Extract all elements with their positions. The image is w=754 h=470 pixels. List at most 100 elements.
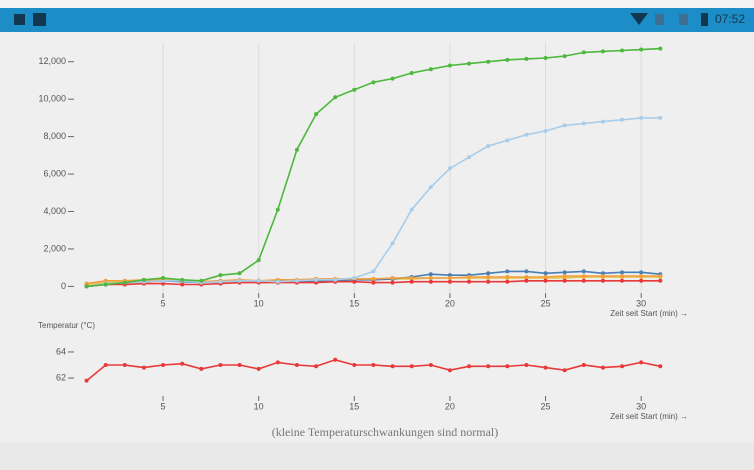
data-point — [658, 278, 663, 283]
data-point — [294, 278, 299, 283]
data-point — [352, 363, 357, 367]
data-point — [600, 365, 605, 370]
data-point — [352, 279, 357, 284]
data-point — [447, 273, 452, 278]
data-point — [562, 54, 567, 59]
data-point — [620, 278, 625, 283]
y-tick-label: 62 — [56, 372, 66, 382]
data-point — [486, 279, 491, 284]
data-point — [505, 57, 510, 62]
y-tick-label: 2,000 — [43, 243, 66, 253]
data-point — [543, 128, 548, 133]
data-point — [620, 48, 625, 53]
y-tick-label: 8,000 — [43, 131, 66, 141]
data-point — [218, 279, 223, 284]
data-point — [447, 368, 452, 373]
data-point — [524, 275, 529, 280]
data-point — [639, 360, 644, 365]
data-point — [658, 274, 663, 279]
data-point — [333, 277, 338, 282]
data-point — [428, 275, 433, 280]
data-point — [371, 276, 376, 281]
data-point — [390, 280, 395, 285]
data-point — [581, 274, 586, 279]
data-point — [524, 56, 529, 61]
x-tick-label: 30 — [636, 401, 646, 411]
data-point — [543, 55, 548, 60]
data-point — [600, 274, 605, 279]
x-tick-label: 25 — [541, 298, 551, 308]
x-tick-label: 25 — [541, 401, 551, 411]
data-point — [199, 366, 204, 371]
data-point — [600, 271, 605, 276]
data-point — [486, 271, 491, 276]
data-point — [294, 147, 299, 152]
data-point — [447, 166, 452, 171]
data-point — [409, 70, 414, 75]
data-point — [658, 364, 663, 369]
data-point — [428, 67, 433, 72]
data-point — [237, 363, 242, 367]
data-point — [428, 279, 433, 284]
data-point — [333, 357, 338, 362]
bezel — [0, 0, 754, 8]
x-tick-label: 5 — [161, 401, 166, 411]
status-time: 07:52 — [715, 12, 745, 26]
data-point — [447, 275, 452, 280]
x-tick-label: 10 — [254, 298, 264, 308]
data-point — [639, 47, 644, 52]
data-point — [505, 275, 510, 280]
data-point — [390, 275, 395, 280]
data-point — [562, 123, 567, 128]
data-point — [600, 49, 605, 54]
data-point — [390, 241, 395, 246]
data-point — [524, 132, 529, 137]
data-point — [409, 275, 414, 280]
data-point — [256, 258, 261, 263]
data-point — [275, 279, 280, 284]
y-tick-label: 4,000 — [43, 206, 66, 216]
data-point — [467, 61, 472, 66]
data-point — [543, 278, 548, 283]
data-point — [620, 117, 625, 122]
x-axis-label: Zeit seit Start (min) → — [610, 309, 688, 318]
x-tick-label: 15 — [349, 401, 359, 411]
data-point — [218, 273, 223, 278]
data-point — [199, 278, 204, 283]
data-point — [371, 363, 376, 367]
data-point — [562, 368, 567, 373]
wifi-icon — [630, 13, 648, 25]
data-point — [639, 115, 644, 120]
data-point — [141, 277, 146, 282]
data-point — [486, 59, 491, 64]
data-point — [467, 279, 472, 284]
data-point — [161, 363, 166, 367]
data-point — [390, 364, 395, 369]
y-tick-label: 10,000 — [38, 94, 66, 104]
data-point — [161, 281, 166, 286]
battery-icon — [701, 13, 708, 26]
data-point — [581, 121, 586, 126]
y-tick-label: 6,000 — [43, 168, 66, 178]
data-point — [524, 278, 529, 283]
charts: 0 2,000 4,000 6,000 8,000 10,000 12,000 5 10 15 20… — [38, 43, 688, 439]
data-point — [103, 282, 108, 287]
x-axis-label: Zeit seit Start (min) → — [610, 412, 688, 421]
data-point — [314, 364, 319, 369]
data-point — [122, 280, 127, 285]
x-tick-label: 15 — [349, 298, 359, 308]
data-point — [543, 365, 548, 370]
data-point — [639, 274, 644, 279]
data-point — [505, 138, 510, 143]
data-point — [352, 87, 357, 92]
y-tick-label: 0 — [61, 281, 66, 291]
x-tick-label: 20 — [445, 401, 455, 411]
data-point — [658, 115, 663, 120]
data-point — [409, 364, 414, 369]
data-point — [620, 364, 625, 369]
data-point — [581, 269, 586, 274]
x-tick-label: 30 — [636, 298, 646, 308]
data-point — [600, 119, 605, 124]
data-point — [447, 279, 452, 284]
data-point — [639, 278, 644, 283]
